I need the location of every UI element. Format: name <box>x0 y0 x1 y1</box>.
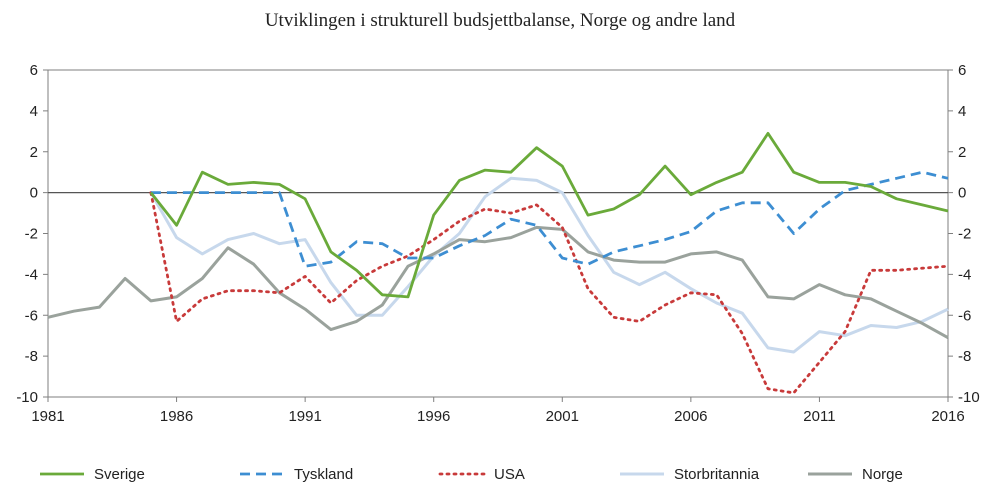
series-group <box>47 131 950 395</box>
series-line-usa <box>149 191 950 395</box>
axes: 6 6 4 4 2 2 0 0 -2 -2 -4 -4 -6 -6 -8 -8 -10 -10 1981 1986 19… <box>16 62 979 425</box>
y-tick-label-left: 6 <box>30 62 38 79</box>
y-tick-label-right: -8 <box>958 348 971 365</box>
x-tick-label: 1991 <box>288 408 321 425</box>
y-tick-label-left: 0 <box>30 185 38 202</box>
plot-border <box>47 69 949 398</box>
y-tick-label-right: 0 <box>958 185 966 202</box>
y-tick-label-left: 4 <box>30 103 38 120</box>
y-tick-label-right: 4 <box>958 103 966 120</box>
y-tick-label-right: -6 <box>958 307 971 324</box>
legend-label-norge: Norge <box>862 466 903 483</box>
x-tick-label: 2001 <box>546 408 579 425</box>
x-tick-label: 2006 <box>674 408 707 425</box>
series-line-sverige <box>149 131 949 299</box>
legend-label-sverige: Sverige <box>94 466 145 483</box>
y-tick-label-right: -2 <box>958 226 971 243</box>
legend-label-usa: USA <box>494 466 525 483</box>
series-line-norge <box>47 225 949 340</box>
y-tick-label-left: -8 <box>25 348 38 365</box>
y-tick-label-right: 6 <box>958 62 966 79</box>
y-tick-label-left: -10 <box>16 389 38 406</box>
y-tick-label-left: -2 <box>25 226 38 243</box>
y-tick-label-right: 2 <box>958 144 966 161</box>
series-line-storbritannia <box>149 176 949 354</box>
x-tick-label: 1981 <box>31 408 64 425</box>
y-tick-label-left: -4 <box>25 266 38 283</box>
chart-title: Utviklingen i strukturell budsjettbalans… <box>264 10 736 31</box>
x-tick-label: 1996 <box>417 408 450 425</box>
plot-frame <box>47 69 949 398</box>
x-tick-label: 1986 <box>160 408 193 425</box>
legend-label-storbritannia: Storbritannia <box>674 466 760 483</box>
x-tick-label: 2011 <box>803 408 835 425</box>
y-tick-label-right: -4 <box>958 266 971 283</box>
legend-label-tyskland: Tyskland <box>294 466 353 483</box>
y-tick-label-left: 2 <box>30 144 38 161</box>
legend: Sverige Tyskland USA Storbritannia Norge <box>40 466 903 483</box>
y-tick-label-right: -10 <box>958 389 980 406</box>
x-tick-label: 2016 <box>931 408 964 425</box>
series-line-tyskland <box>150 170 949 268</box>
y-tick-label-left: -6 <box>25 307 38 324</box>
